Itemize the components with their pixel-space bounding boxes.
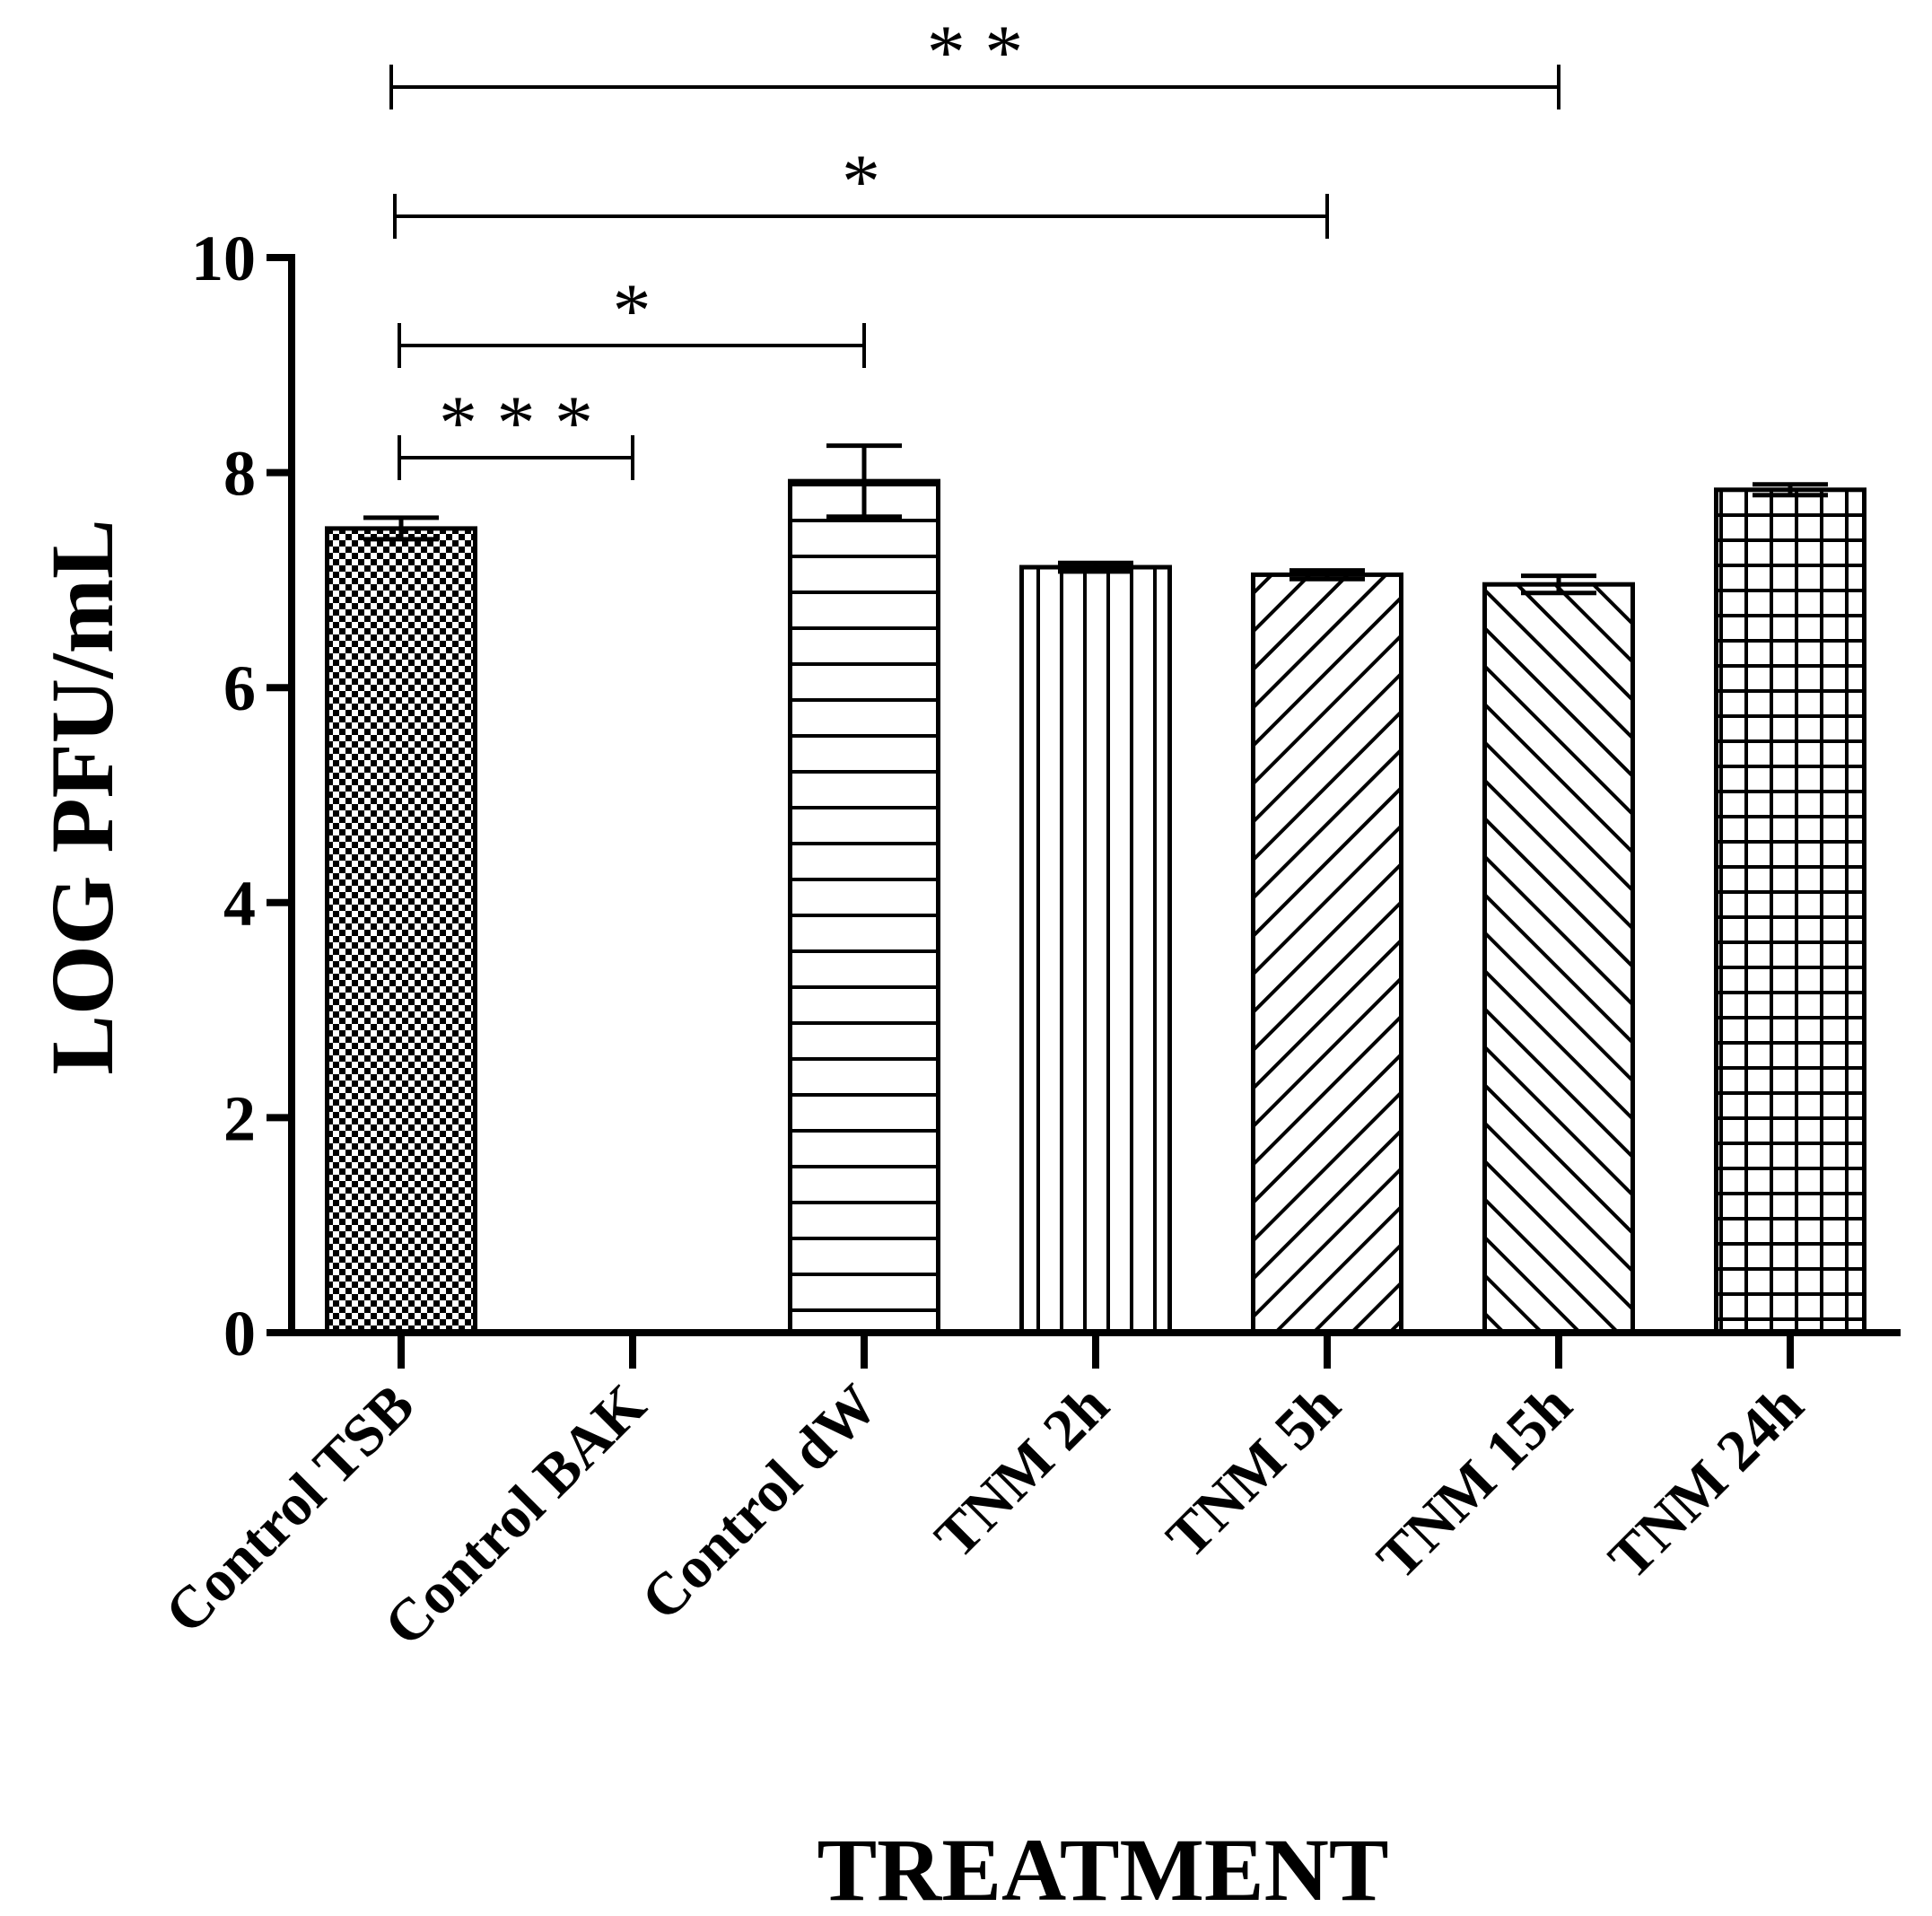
y-ticks: 0 2 4 6 8 10	[191, 223, 292, 1369]
x-category-label: TNM 5h	[1154, 1372, 1352, 1570]
error-bar	[363, 515, 439, 542]
error-bar	[1521, 573, 1596, 596]
bar-tnm-15h	[1482, 582, 1635, 1335]
bar-tnm-24h	[1714, 487, 1866, 1335]
error-bar	[1289, 568, 1365, 582]
significance-label: * * *	[439, 380, 593, 466]
error-bars	[363, 443, 1828, 596]
x-category-label: Control dW	[629, 1372, 890, 1633]
y-tick-label: 0	[223, 1298, 256, 1369]
bar-control-tsb	[325, 526, 477, 1335]
y-axis-title: LOG PFU/mL	[32, 519, 132, 1074]
error-bar	[826, 443, 902, 520]
bars	[325, 478, 1866, 1335]
error-bar	[1753, 482, 1828, 498]
x-category-label: TNM 15h	[1365, 1372, 1585, 1592]
y-axis: 0 2 4 6 8 10	[191, 223, 295, 1369]
bar-tnm-2h	[1019, 564, 1172, 1335]
significance-bracket: * *	[389, 9, 1560, 109]
x-category-label: TNM 2h	[922, 1372, 1121, 1570]
bar-control-dw	[788, 478, 940, 1335]
significance-bracket: *	[398, 267, 866, 368]
significance-bracket: * * *	[398, 380, 634, 480]
y-tick-label: 10	[191, 223, 256, 294]
error-bar	[1058, 560, 1133, 574]
bar-tnm-5h	[1251, 572, 1403, 1335]
significance-label: *	[842, 138, 880, 224]
x-axis-title: TREATMENT	[817, 1820, 1388, 1916]
y-tick-label: 2	[223, 1082, 256, 1154]
x-category-label: TNM 24h	[1596, 1372, 1816, 1592]
y-tick-label: 4	[223, 868, 256, 940]
significance-label: *	[613, 267, 651, 354]
significance-label: * *	[927, 9, 1024, 95]
y-tick-label: 8	[223, 438, 256, 510]
y-tick-label: 6	[223, 652, 256, 724]
significance-brackets: * * **** *	[389, 9, 1560, 480]
significance-bracket: *	[393, 138, 1329, 239]
